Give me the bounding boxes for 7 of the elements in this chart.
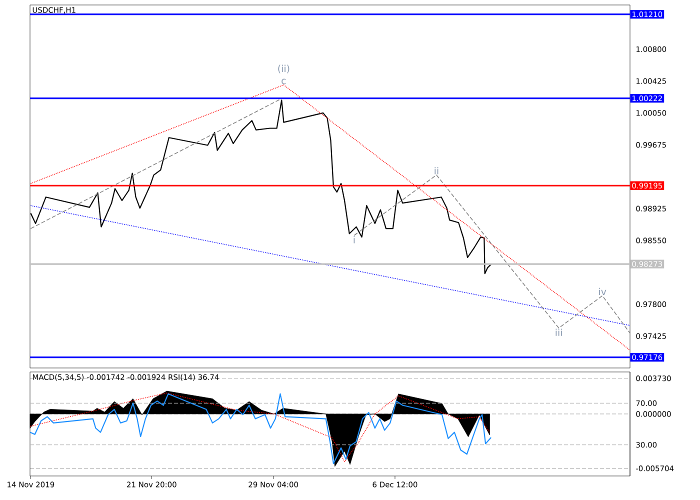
line-series bbox=[354, 174, 630, 334]
annotation: iv bbox=[599, 288, 606, 296]
annotation: iii bbox=[556, 328, 562, 336]
annotation: (ii) bbox=[278, 64, 290, 74]
annotation: i bbox=[354, 236, 355, 244]
annotation: ii bbox=[434, 167, 438, 174]
annotation: c bbox=[282, 78, 286, 84]
